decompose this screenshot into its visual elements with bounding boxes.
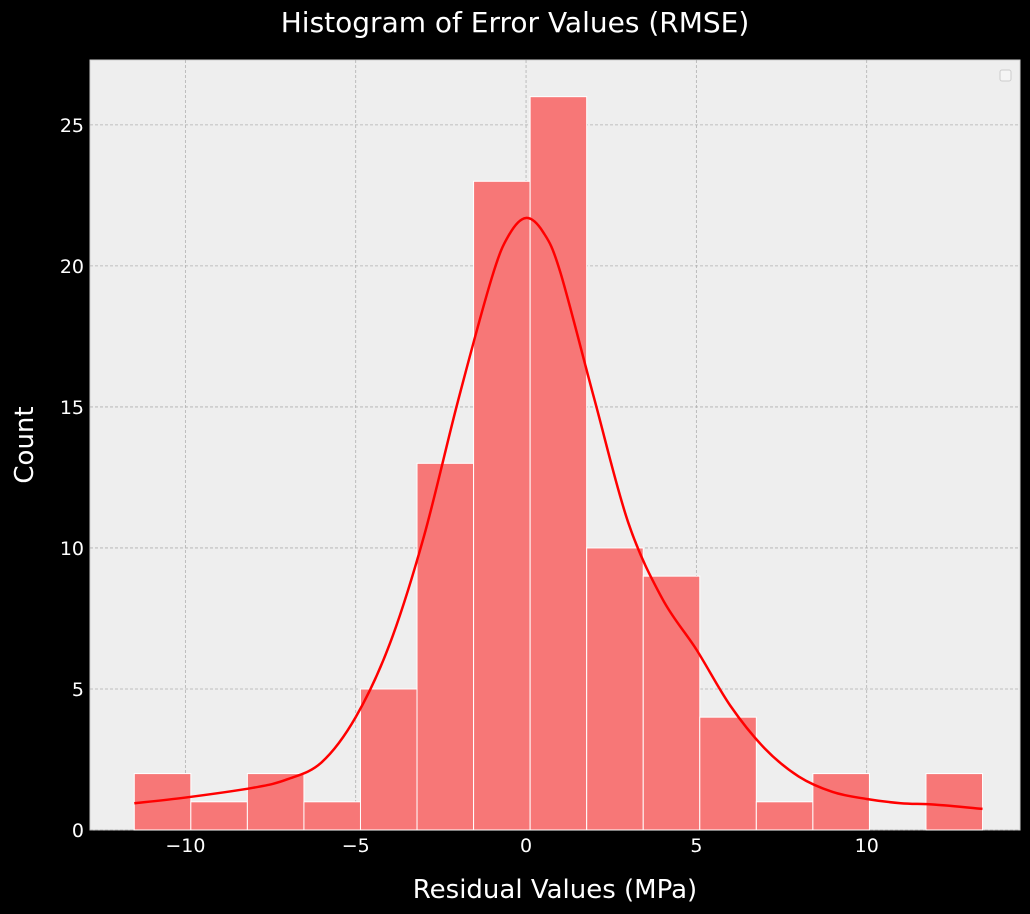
x-tick-label: −10 [165,835,205,857]
histogram-bar [812,773,870,831]
histogram-bar [359,688,418,831]
x-axis-ticks: −10 −5 0 5 10 [165,835,878,857]
x-tick-label: 10 [855,835,879,857]
histogram-bar [473,180,531,831]
y-tick-label: 5 [72,679,84,701]
kde-curve [134,216,983,811]
histogram-bar [190,801,248,831]
histogram-bar [642,575,701,831]
x-axis-label: Residual Values (MPa) [413,875,697,905]
histogram-bar [699,716,757,831]
histogram-bar [529,96,588,831]
x-tick-label: −5 [342,835,370,857]
histogram-bar [416,462,475,831]
x-tick-label: 5 [690,835,702,857]
histogram-bar [303,801,361,831]
chart-title: Histogram of Error Values (RMSE) [280,6,750,39]
histogram-bar [755,801,814,831]
histogram-bar [586,547,644,831]
y-tick-label: 10 [60,538,84,560]
y-tick-label: 15 [60,397,84,419]
histogram-bars [133,96,984,831]
y-tick-label: 25 [60,115,84,137]
y-tick-label: 0 [72,820,84,842]
y-axis-label: Count [10,406,40,483]
legend-box [999,69,1012,82]
y-tick-label: 20 [60,256,84,278]
y-axis-ticks: 0 5 10 15 20 25 [60,115,84,842]
x-tick-label: 0 [520,835,532,857]
histogram-bar [925,773,984,831]
